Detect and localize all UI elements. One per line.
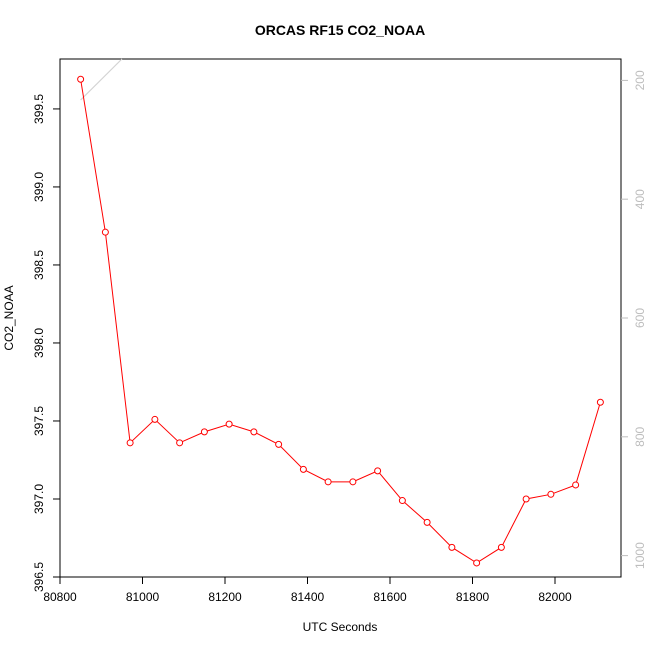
x-tick-label: 81600 — [373, 590, 407, 604]
data-point — [77, 75, 85, 83]
data-point — [423, 518, 431, 526]
data-point — [547, 490, 555, 498]
x-tick-label: 81800 — [456, 590, 490, 604]
data-point — [349, 478, 357, 486]
y-tick-label: 398.0 — [32, 328, 46, 358]
data-point — [473, 559, 481, 567]
data-point — [101, 228, 109, 236]
data-point — [275, 440, 283, 448]
x-tick-label: 81000 — [126, 590, 160, 604]
data-point — [225, 420, 233, 428]
data-point — [522, 495, 530, 503]
y-tick-label: 398.5 — [32, 250, 46, 280]
x-tick-label: 82000 — [538, 590, 572, 604]
data-point — [176, 439, 184, 447]
y-tick-label: 397.0 — [32, 484, 46, 514]
secondary-series-line — [80, 58, 123, 101]
data-point — [572, 481, 580, 489]
data-point — [497, 543, 505, 551]
data-point — [324, 478, 332, 486]
y2-tick-label: 800 — [633, 426, 647, 446]
x-tick-label: 80800 — [43, 590, 77, 604]
y-axis-label: CO2_NOAA — [2, 285, 16, 350]
y-tick-label: 399.5 — [32, 94, 46, 124]
series-line — [80, 79, 601, 564]
x-axis-label: UTC Seconds — [303, 620, 378, 634]
x-tick-label: 81200 — [208, 590, 242, 604]
data-point — [250, 428, 258, 436]
data-point — [299, 465, 307, 473]
y2-tick-label: 400 — [633, 189, 647, 209]
x-tick-label: 81400 — [291, 590, 325, 604]
data-point — [126, 439, 134, 447]
data-point — [151, 415, 159, 423]
y-tick-label: 396.5 — [32, 562, 46, 592]
y-tick-label: 399.0 — [32, 172, 46, 202]
data-point — [200, 428, 208, 436]
y2-tick-label: 1000 — [633, 542, 647, 569]
y2-tick-label: 200 — [633, 70, 647, 90]
y2-tick-label: 600 — [633, 308, 647, 328]
data-point — [398, 497, 406, 505]
data-point — [448, 543, 456, 551]
plot-area — [59, 58, 622, 578]
data-point — [596, 398, 604, 406]
y-tick-label: 397.5 — [32, 406, 46, 436]
data-point — [374, 467, 382, 475]
chart-title: ORCAS RF15 CO2_NOAA — [255, 22, 425, 38]
